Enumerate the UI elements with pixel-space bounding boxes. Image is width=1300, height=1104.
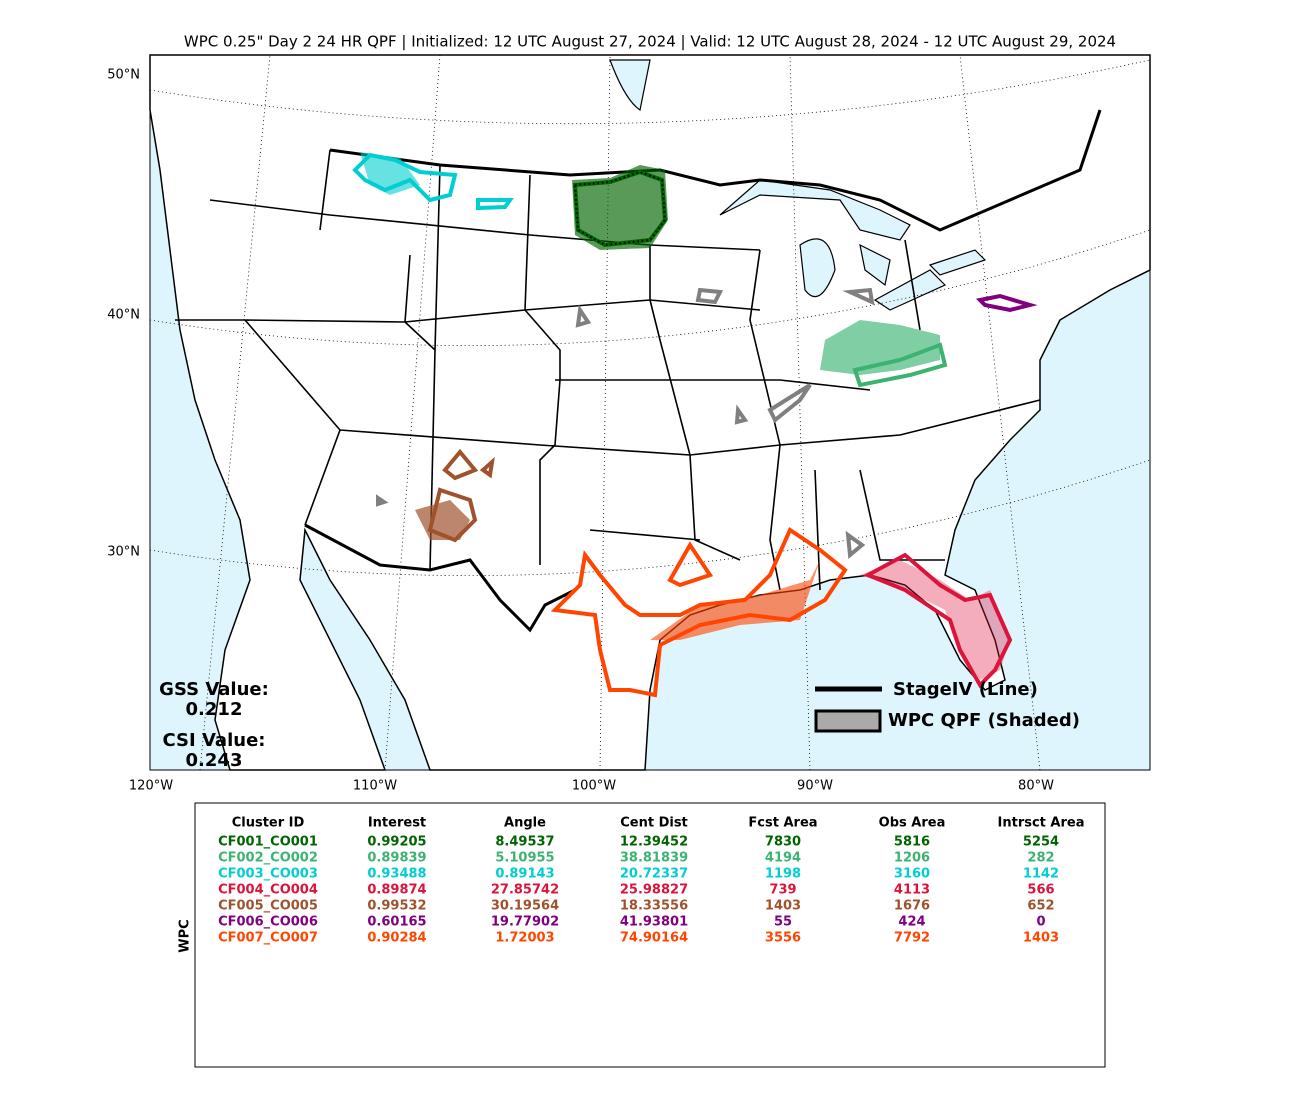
map-labels: 50°N 40°N 30°N 120°W 110°W 100°W 90°W 80°W GSS V…: [107, 68, 1080, 794]
lake: [859, 243, 891, 287]
obs-outline: [852, 342, 948, 388]
table-cell: 0.99532: [367, 899, 426, 914]
table-cell: 3160: [894, 867, 930, 882]
table-cell: 1142: [1023, 867, 1059, 882]
table-cell: 0.99205: [367, 835, 426, 850]
score-label: GSS Value:: [159, 679, 269, 700]
table-cell: 4194: [765, 851, 801, 866]
dot-outline: [573, 170, 667, 247]
column-header: Cluster ID: [232, 816, 305, 831]
table-cell: 0.90284: [367, 931, 426, 946]
table-cell: 0.89874: [367, 883, 426, 898]
table-cell: CF006_CO006: [218, 915, 318, 930]
table-cell: 1403: [1023, 931, 1059, 946]
column-header: Cent Dist: [620, 816, 688, 831]
side-label: WPC: [178, 919, 193, 952]
table-cell: CF002_CO002: [218, 851, 318, 866]
table-cell: 0: [1036, 915, 1045, 930]
table-cell: 18.33556: [620, 899, 688, 914]
column-header: Obs Area: [879, 816, 946, 831]
table-cell: 1676: [894, 899, 930, 914]
table-cell: 1.72003: [495, 931, 554, 946]
table-cell: 0.89839: [367, 851, 426, 866]
table-cell: 0.60165: [367, 915, 426, 930]
column-header: Interest: [368, 816, 426, 831]
column-header: Intrsct Area: [998, 816, 1085, 831]
table-cell: 8.49537: [495, 835, 554, 850]
table-frame: [194, 802, 1106, 1068]
table-cell: 1403: [765, 899, 801, 914]
lat-label: 30°N: [107, 545, 140, 560]
table-cell: CF004_CO004: [218, 883, 318, 898]
table-cell: 3556: [765, 931, 801, 946]
table-cell: 55: [774, 915, 792, 930]
clusters: [352, 152, 1038, 698]
lon-label: 90°W: [797, 779, 833, 794]
table-cell: 739: [769, 883, 796, 898]
table: Cluster ID Interest Angle Cent Dist Fcst Are…: [178, 816, 1085, 953]
legend-label: StageIV (Line): [893, 679, 1038, 700]
lake: [799, 238, 836, 298]
table-cell: CF005_CO005: [218, 899, 318, 914]
table-cell: 19.77902: [491, 915, 559, 930]
table-cell: 282: [1027, 851, 1054, 866]
table-cell: CF001_CO001: [218, 835, 318, 850]
fcst-area: [572, 165, 668, 250]
table-cell: CF003_CO003: [218, 867, 318, 882]
obs-outline: [863, 552, 1013, 689]
table-cell: 74.90164: [620, 931, 688, 946]
table-cell: 30.19564: [491, 899, 559, 914]
table-cell: 0.89143: [495, 867, 554, 882]
table-cell: 27.85742: [491, 883, 559, 898]
table-cell: 7830: [765, 835, 801, 850]
lon-label: 80°W: [1018, 779, 1054, 794]
map: 50°N 40°N 30°N 120°W 110°W 100°W 90°W 80°W GSS V…: [107, 54, 1151, 794]
table-cell: 1206: [894, 851, 930, 866]
lake: [928, 249, 987, 276]
table-cell: 0.93488: [367, 867, 426, 882]
fcst-area: [820, 320, 940, 375]
obs-outline: [550, 527, 848, 698]
score-label: CSI Value:: [163, 730, 266, 751]
table-cell: 5.10955: [495, 851, 554, 866]
table-cell: 5254: [1023, 835, 1059, 850]
title: WPC 0.25" Day 2 24 HR QPF | Initialized:…: [184, 33, 1116, 51]
lon-label: 110°W: [353, 779, 397, 794]
fcst-area: [860, 560, 1010, 680]
lon-label: 100°W: [572, 779, 616, 794]
lake: [719, 179, 911, 241]
table-cell: 38.81839: [620, 851, 688, 866]
table-cell: 424: [898, 915, 925, 930]
table-cell: CF007_CO007: [218, 931, 318, 946]
lat-label: 40°N: [107, 308, 140, 323]
table-cell: 1198: [765, 867, 801, 882]
table-cell: 20.72337: [620, 867, 688, 882]
table-cell: 4113: [894, 883, 930, 898]
legend-patch: [814, 709, 882, 733]
table-cell: 566: [1027, 883, 1054, 898]
score-value: 0.212: [186, 699, 243, 720]
table-cell: 7792: [894, 931, 930, 946]
stageiv-outline: [376, 287, 875, 559]
table-cell: 5816: [894, 835, 930, 850]
obs-outline: [352, 152, 514, 211]
table-cell: 41.93801: [620, 915, 688, 930]
legend-label: WPC QPF (Shaded): [888, 710, 1080, 731]
score-value: 0.243: [186, 750, 243, 771]
lat-label: 50°N: [107, 68, 140, 83]
column-header: Angle: [504, 816, 546, 831]
column-header: Fcst Area: [748, 816, 817, 831]
table-cell: 12.39452: [620, 835, 688, 850]
lon-label: 120°W: [129, 779, 173, 794]
obs-outline: [427, 448, 495, 543]
map-frame: [149, 54, 1151, 771]
border: [304, 523, 576, 633]
border: [329, 109, 1102, 232]
obs-outline: [975, 293, 1038, 313]
lake: [609, 59, 651, 111]
table-cell: 652: [1027, 899, 1054, 914]
table-cell: 25.98827: [620, 883, 688, 898]
